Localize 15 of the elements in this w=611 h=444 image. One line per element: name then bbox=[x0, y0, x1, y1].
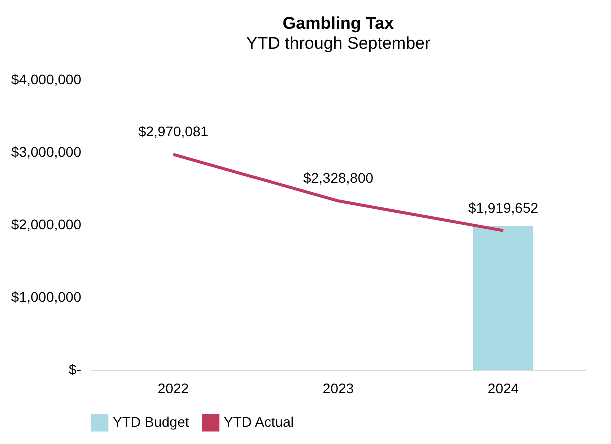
y-tick-label: $1,000,000 bbox=[11, 289, 82, 305]
legend-label: YTD Actual bbox=[224, 414, 294, 430]
data-label: $2,328,800 bbox=[303, 170, 374, 186]
chart-title: Gambling Tax bbox=[282, 14, 395, 33]
y-tick-label: $- bbox=[69, 362, 82, 378]
y-tick-label: $4,000,000 bbox=[11, 72, 82, 88]
y-tick-label: $3,000,000 bbox=[11, 144, 82, 160]
x-tick-label: 2023 bbox=[322, 380, 354, 396]
data-label: $2,970,081 bbox=[138, 124, 209, 140]
y-tick-label: $2,000,000 bbox=[11, 216, 82, 232]
x-tick-label: 2022 bbox=[158, 380, 190, 396]
legend-label: YTD Budget bbox=[113, 414, 190, 430]
chart-subtitle: YTD through September bbox=[246, 34, 431, 53]
x-tick-label: 2024 bbox=[488, 380, 520, 396]
data-label: $1,919,652 bbox=[468, 200, 539, 216]
